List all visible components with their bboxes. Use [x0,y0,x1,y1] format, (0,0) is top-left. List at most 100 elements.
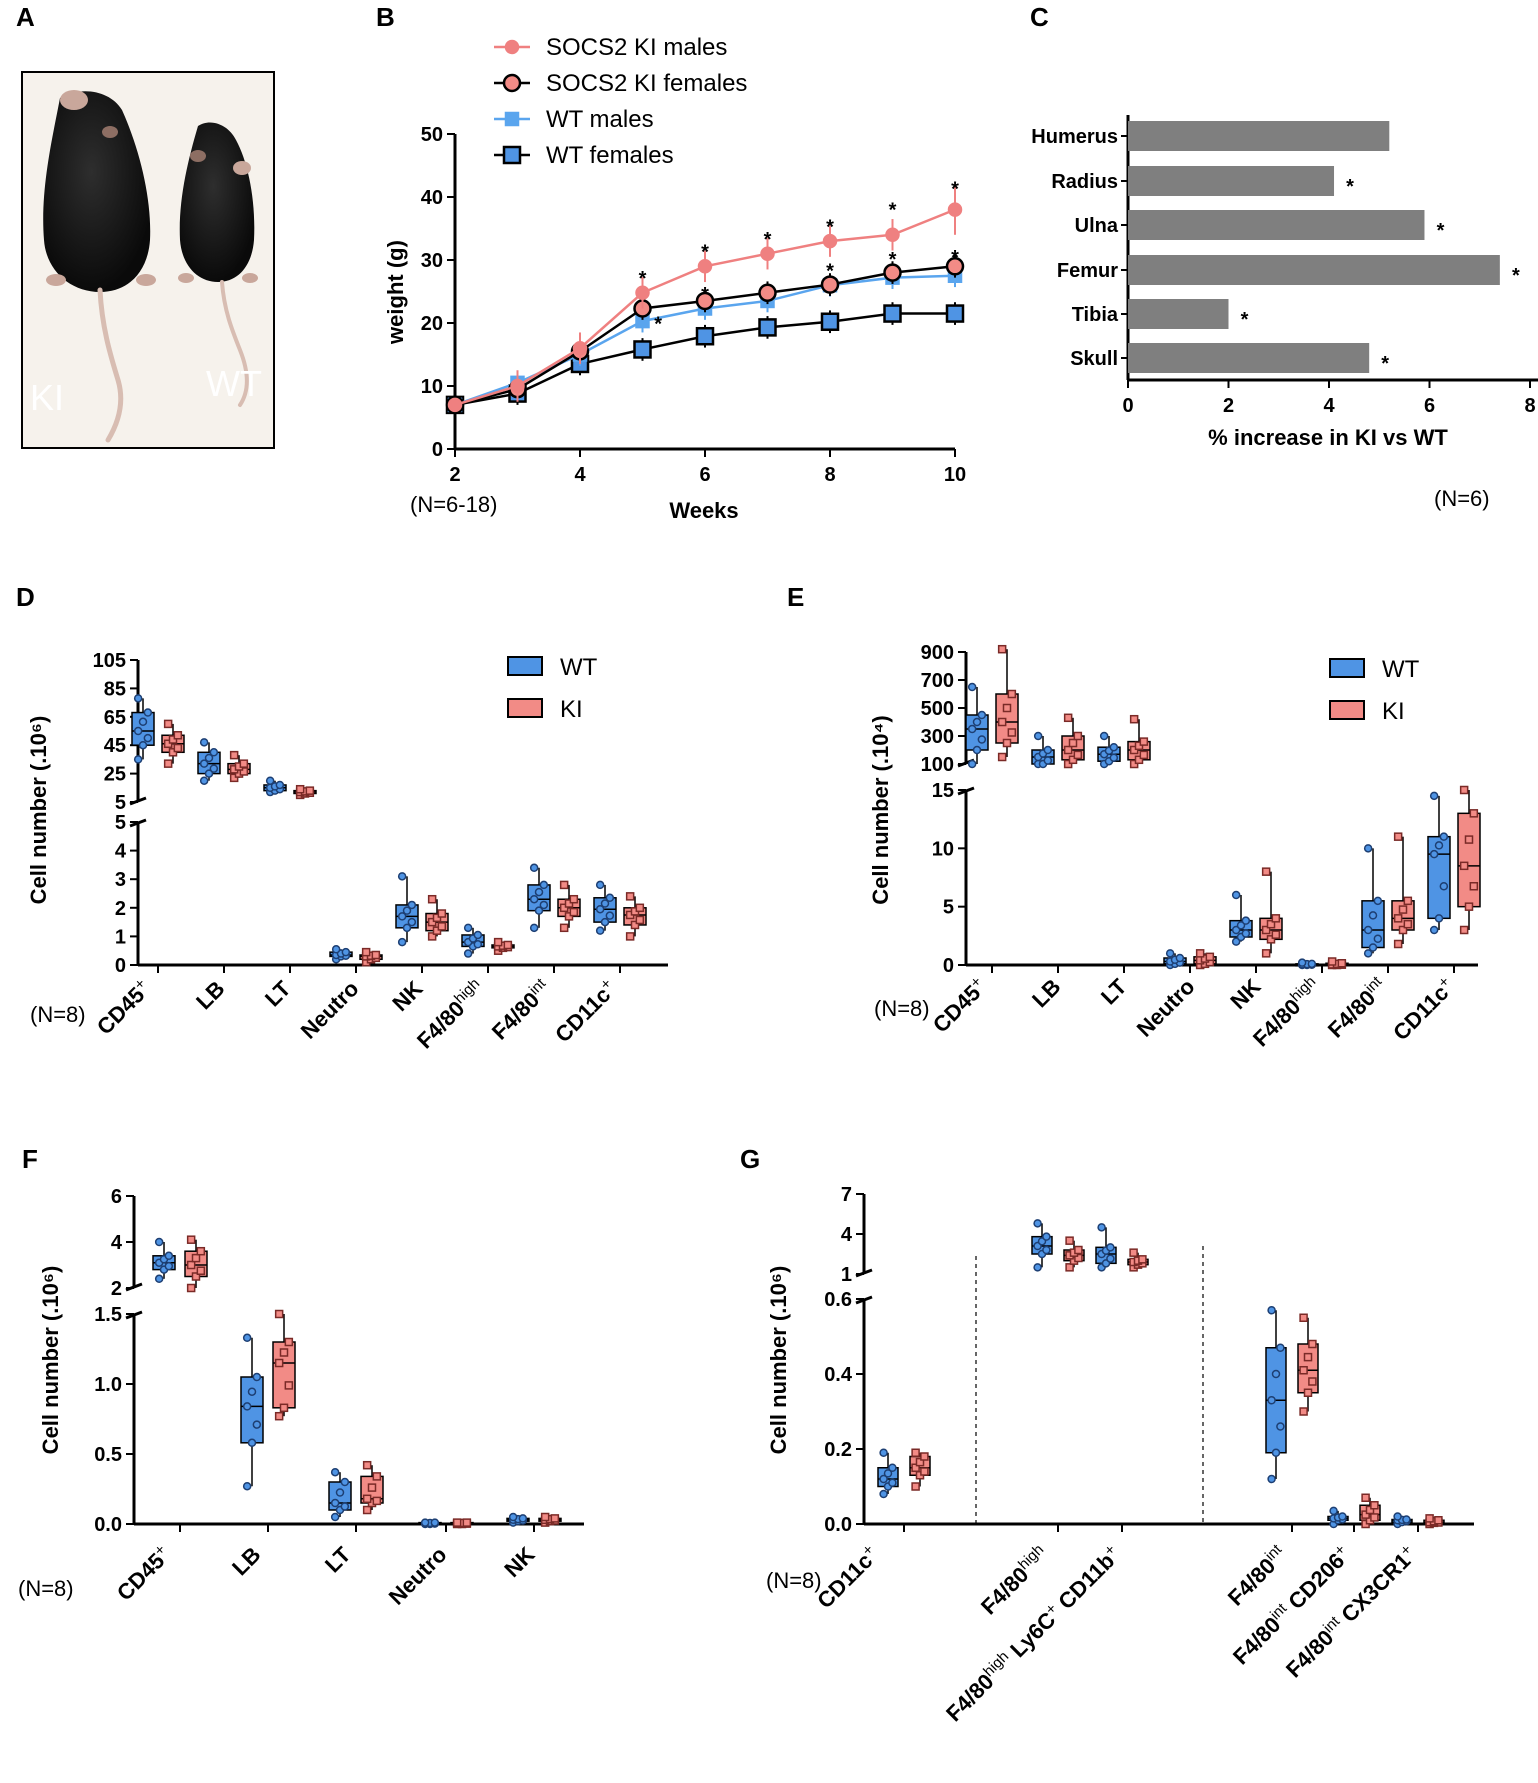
data-point [888,1478,897,1487]
label-part: CD11c [1388,980,1453,1045]
data-point [173,743,183,753]
data-point [407,900,417,910]
data-point [1042,1232,1051,1241]
data-point [1073,750,1083,760]
data-point [1139,737,1149,746]
data-point [133,694,143,703]
label-part: LB [1027,974,1065,1012]
data-point [569,907,579,917]
data-point [1338,1512,1347,1521]
x-tick-label: 8 [1524,395,1535,417]
data-point [945,257,965,276]
data-point [539,900,549,910]
data-point [529,863,539,873]
data-point [186,1260,196,1270]
data-point [133,755,143,764]
data-point [1361,1493,1370,1502]
panel-letter-e: E [787,582,804,612]
data-point [1329,1506,1338,1516]
data-point [204,769,214,778]
y-tick-label: 0.0 [824,1514,852,1536]
data-point [493,937,503,947]
data-point [1175,953,1185,963]
y-axis-title: Cell number (.10⁶) [766,1266,791,1455]
data-point [154,1237,164,1247]
category-label: CD11c+ [811,1541,884,1614]
data-point [402,906,412,915]
bar [1128,255,1500,285]
data-point [1073,731,1083,741]
data-point [430,1518,440,1527]
data-point [518,1514,528,1523]
data-point [229,750,239,760]
category-label: LB [1027,974,1065,1012]
significance-mark: * [639,268,647,290]
data-point [1065,1236,1074,1245]
significance-mark: * [889,249,897,271]
y-tick-label: 7 [841,1184,852,1206]
category-label: NK [387,976,427,1016]
data-point [186,1283,196,1293]
data-point [1425,1514,1434,1523]
panel-c-bone-bar-chart: Humerus Radius * Ulna * Femur * Tibia * Skull * 0 2 4… [1031,115,1538,511]
photo-label-ki: KI [30,377,64,418]
data-point [564,912,574,921]
panel-letter-b: B [376,2,395,32]
x-tick-label: 2 [1223,395,1234,417]
data-point [362,1494,372,1504]
data-point [173,731,183,740]
category-label: CD11c+ [549,975,622,1048]
data-point [1429,925,1439,935]
category-label: LB [227,1542,265,1580]
y-tick-label: 0 [943,955,954,977]
data-point [1429,791,1439,801]
data-point [1074,1245,1083,1255]
significance-mark: * [764,229,772,251]
data-point [1299,1366,1308,1375]
label-part: NK [499,1542,539,1582]
data-point [427,932,437,941]
data-point [1267,1396,1276,1405]
data-point [340,1477,350,1487]
n-note: (N=6) [1434,486,1490,511]
label-part: LT [320,1541,356,1577]
y-tick-label: 0.0 [94,1514,122,1536]
data-point [452,1518,462,1527]
label-part: Neutro [384,1542,452,1610]
data-point [1363,949,1373,958]
data-point [437,922,447,931]
data-point [630,920,640,930]
data-point [372,1496,382,1506]
y-tick-label: 4 [115,841,127,863]
category-label: Humerus [1031,126,1118,148]
data-point [1459,785,1469,795]
data-point [371,950,381,960]
data-point [209,748,219,757]
category-label: LT [260,975,296,1011]
y-tick-label: 40 [421,187,443,209]
data-point [1361,1510,1370,1519]
y-tick-label: 5 [115,792,126,814]
data-point [967,724,977,734]
x-axis-title: % increase in KI vs WT [1208,425,1448,450]
data-point [473,940,483,949]
data-point [341,947,351,957]
data-point [1393,914,1403,923]
data-point [1109,742,1119,752]
y-tick-label: 0.2 [824,1439,852,1461]
n-note: (N=8) [766,1568,822,1593]
category-label: Radius [1051,171,1118,193]
data-point [143,708,153,717]
data-point [1266,919,1276,929]
y-tick-label: 100 [921,754,954,776]
data-point [529,894,539,904]
category-label: LB [191,976,229,1014]
significance-mark: * [1346,176,1354,198]
category-label: Neutro [384,1542,452,1610]
y-tick-label: 15 [932,780,954,802]
data-point [274,1411,284,1421]
data-point [967,759,977,769]
data-point [758,283,777,303]
data-point [1327,957,1337,966]
